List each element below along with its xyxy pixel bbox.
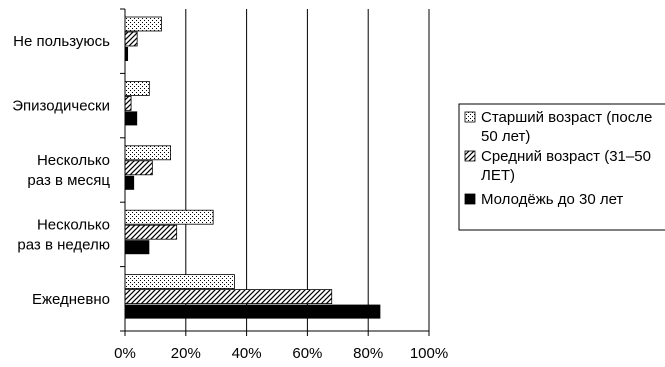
category-label-line: Несколько	[37, 152, 110, 169]
bar	[124, 145, 171, 161]
legend-label-line: Старший возраст (после	[481, 109, 652, 126]
bar	[124, 16, 162, 32]
legend-label-line: Молодёжь до 30 лет	[481, 191, 623, 208]
category-label-line: раз в месяц	[27, 172, 110, 189]
category-labels: Не пользуюсь Эпизодически Несколько раз в м…	[12, 33, 110, 308]
category-label: Ежедневно	[32, 291, 110, 308]
category-label: Эпизодически	[12, 98, 110, 115]
category-label: Несколько раз в неделю	[17, 216, 110, 253]
axes	[120, 8, 430, 336]
bar	[125, 175, 135, 190]
category-label-line: раз в неделю	[17, 236, 110, 253]
category-label-line: Эпизодически	[12, 98, 110, 115]
category-label: Несколько раз в месяц	[27, 152, 110, 189]
legend-label: Молодёжь до 30 лет	[481, 191, 623, 208]
legend-label: Старший возраст (после 50 лет)	[481, 109, 652, 145]
x-tick-labels: 0% 20% 40% 60% 80% 100%	[114, 345, 448, 362]
bar	[124, 274, 235, 290]
bar	[124, 160, 153, 176]
bar	[125, 47, 129, 61]
category-label-line: Не пользуюсь	[13, 33, 110, 50]
legend-box	[458, 103, 665, 231]
bar	[125, 304, 381, 319]
legend-swatch	[464, 111, 476, 123]
legend: Старший возраст (после 50 лет) Средний воз…	[458, 103, 665, 231]
bar	[125, 111, 138, 126]
bar	[124, 31, 138, 47]
x-tick-label: 60%	[292, 345, 322, 362]
x-tick-label: 0%	[114, 345, 136, 362]
bar	[124, 224, 178, 240]
x-tick-label: 80%	[353, 345, 383, 362]
legend-label-line: 50 лет)	[481, 128, 530, 145]
x-tick-label: 20%	[171, 345, 201, 362]
category-label: Не пользуюсь	[13, 33, 110, 50]
legend-swatch	[464, 193, 476, 205]
bar	[124, 81, 150, 96]
bar	[124, 289, 333, 305]
bar	[124, 96, 132, 111]
bars	[124, 16, 381, 319]
category-label-line: Ежедневно	[32, 291, 110, 308]
x-tick-label: 40%	[232, 345, 262, 362]
legend-label-line: ЛЕТ)	[481, 167, 515, 184]
bar	[124, 209, 214, 225]
bar	[125, 240, 150, 255]
legend-swatch	[464, 150, 476, 162]
legend-label: Средний возраст (31–50 ЛЕТ)	[481, 148, 651, 184]
legend-label-line: Средний возраст (31–50	[481, 148, 651, 165]
category-label-line: Несколько	[37, 216, 110, 233]
x-tick-label: 100%	[410, 345, 448, 362]
